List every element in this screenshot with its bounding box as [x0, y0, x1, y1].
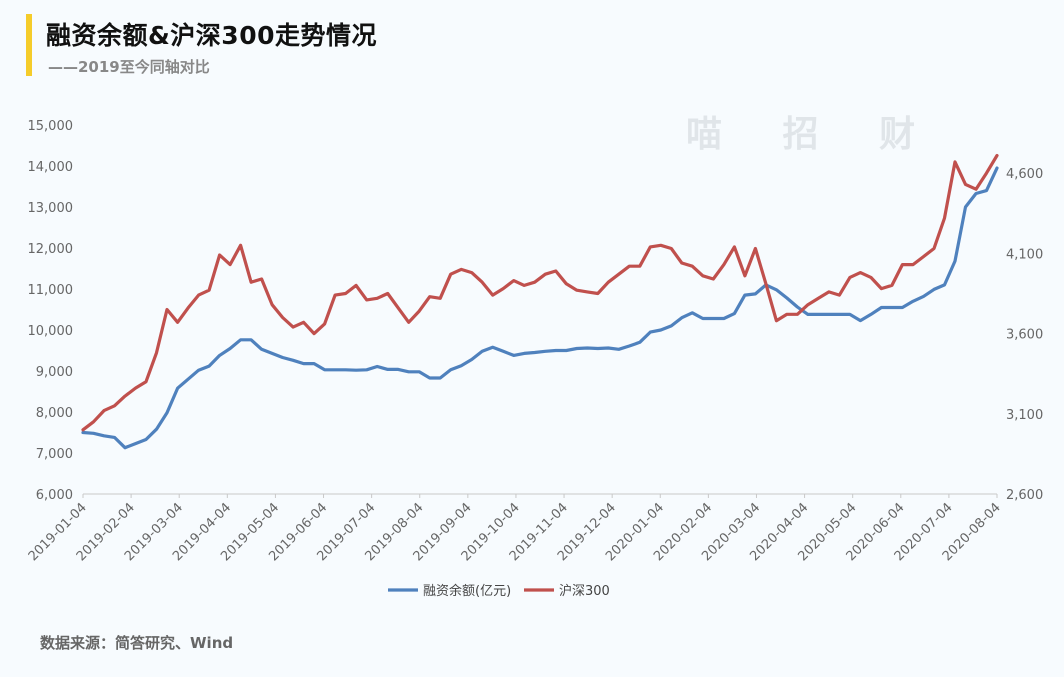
y-left-tick-label: 14,000 — [28, 160, 74, 175]
y-left-tick-label: 15,000 — [28, 119, 74, 134]
y-left-tick-label: 7,000 — [36, 447, 73, 462]
series-line-csi300 — [81, 153, 999, 432]
legend-label: 沪深300 — [559, 583, 610, 599]
y-left-tick-label: 9,000 — [36, 365, 73, 380]
y-left-tick-label: 11,000 — [28, 283, 74, 298]
page-title: 融资余额&沪深300走势情况 — [46, 21, 377, 50]
y-left-tick-label: 12,000 — [28, 242, 74, 257]
y-left-tick-label: 8,000 — [36, 406, 73, 421]
legend-label: 融资余额(亿元) — [423, 583, 511, 599]
data-source: 数据来源：简答研究、Wind — [40, 634, 234, 652]
y-left-tick-label: 13,000 — [28, 201, 74, 216]
chart-axes: 6,000 7,000 8,000 9,000 10,000 11,000 12,000 13… — [26, 119, 1043, 564]
y-left-tick-label: 6,000 — [36, 488, 73, 503]
series-line-margin-balance — [81, 166, 999, 450]
y-left-tick-label: 10,000 — [28, 324, 74, 339]
chart-legend: 融资余额(亿元) 沪深300 — [388, 583, 610, 599]
y-right-tick-label: 2,600 — [1006, 488, 1043, 503]
y-right-tick-label: 4,100 — [1006, 247, 1043, 262]
title-accent-bar — [26, 14, 32, 76]
y-right-tick-label: 3,600 — [1006, 328, 1043, 343]
chart-series — [81, 153, 999, 450]
page-subtitle: ——2019至今同轴对比 — [48, 58, 210, 76]
y-right-tick-label: 3,100 — [1006, 408, 1043, 423]
y-right-tick-label: 4,600 — [1006, 167, 1043, 182]
watermark: 喵 招 财 — [686, 114, 939, 155]
